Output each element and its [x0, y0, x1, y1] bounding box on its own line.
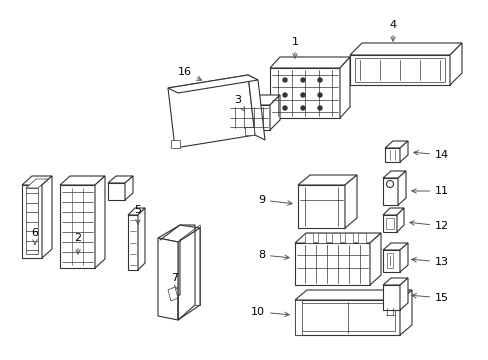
Polygon shape: [449, 43, 461, 85]
Text: 8: 8: [257, 250, 288, 260]
Polygon shape: [108, 183, 125, 200]
Circle shape: [317, 78, 321, 82]
Polygon shape: [349, 43, 461, 55]
Circle shape: [301, 106, 305, 110]
Polygon shape: [26, 179, 48, 188]
Polygon shape: [168, 287, 178, 301]
Polygon shape: [294, 300, 399, 335]
Text: 12: 12: [409, 221, 448, 231]
Text: 3: 3: [234, 95, 244, 111]
Text: 9: 9: [257, 195, 291, 205]
Text: 6: 6: [31, 228, 39, 244]
Polygon shape: [382, 285, 399, 310]
Polygon shape: [397, 171, 405, 205]
Polygon shape: [382, 171, 405, 178]
Polygon shape: [357, 233, 365, 243]
Polygon shape: [168, 75, 254, 148]
Polygon shape: [382, 208, 403, 215]
Polygon shape: [399, 243, 407, 272]
Polygon shape: [128, 215, 138, 270]
Circle shape: [386, 180, 393, 188]
Polygon shape: [163, 248, 182, 278]
Text: 4: 4: [388, 20, 396, 41]
Circle shape: [283, 106, 286, 110]
Polygon shape: [382, 243, 407, 250]
Polygon shape: [244, 127, 253, 135]
Polygon shape: [399, 278, 407, 310]
Polygon shape: [138, 208, 145, 270]
Polygon shape: [385, 218, 393, 229]
Polygon shape: [247, 75, 264, 140]
Polygon shape: [345, 175, 356, 228]
Polygon shape: [297, 185, 345, 228]
Polygon shape: [294, 290, 411, 300]
Polygon shape: [95, 176, 105, 268]
Text: 14: 14: [413, 150, 448, 160]
Polygon shape: [318, 233, 325, 243]
Polygon shape: [178, 228, 200, 320]
Polygon shape: [42, 176, 52, 258]
Polygon shape: [22, 176, 52, 185]
Polygon shape: [125, 176, 133, 200]
Text: 7: 7: [171, 273, 178, 289]
Polygon shape: [269, 57, 349, 68]
Polygon shape: [171, 140, 180, 148]
Text: 10: 10: [250, 307, 288, 317]
Polygon shape: [163, 263, 182, 293]
Polygon shape: [158, 238, 178, 320]
Polygon shape: [269, 95, 280, 130]
Polygon shape: [294, 243, 369, 285]
Polygon shape: [382, 250, 399, 272]
Text: 11: 11: [411, 186, 448, 196]
Polygon shape: [60, 185, 95, 268]
Circle shape: [283, 93, 286, 97]
Polygon shape: [369, 233, 380, 285]
Polygon shape: [158, 225, 200, 242]
Polygon shape: [168, 75, 258, 93]
Polygon shape: [384, 141, 407, 148]
Polygon shape: [227, 95, 280, 105]
Polygon shape: [339, 57, 349, 118]
Polygon shape: [294, 300, 302, 335]
Polygon shape: [305, 233, 312, 243]
Polygon shape: [108, 176, 133, 183]
Polygon shape: [349, 55, 449, 85]
Circle shape: [317, 106, 321, 110]
Polygon shape: [344, 233, 352, 243]
Polygon shape: [22, 185, 42, 258]
Polygon shape: [294, 233, 380, 243]
Polygon shape: [399, 141, 407, 162]
Polygon shape: [60, 176, 105, 185]
Polygon shape: [26, 188, 38, 254]
Polygon shape: [382, 215, 396, 232]
Text: 16: 16: [178, 67, 201, 80]
Polygon shape: [396, 208, 403, 232]
Text: 13: 13: [411, 257, 448, 267]
Polygon shape: [128, 208, 145, 215]
Polygon shape: [299, 303, 394, 331]
Text: 15: 15: [411, 293, 448, 303]
Polygon shape: [399, 290, 411, 335]
Circle shape: [301, 78, 305, 82]
Text: 5: 5: [134, 205, 141, 224]
Polygon shape: [382, 278, 407, 285]
Polygon shape: [297, 175, 356, 185]
Circle shape: [301, 93, 305, 97]
Polygon shape: [269, 68, 339, 118]
Text: 1: 1: [291, 37, 298, 58]
Polygon shape: [386, 253, 392, 268]
Polygon shape: [227, 105, 269, 130]
Polygon shape: [354, 58, 444, 82]
Circle shape: [317, 93, 321, 97]
Polygon shape: [382, 178, 397, 205]
Circle shape: [283, 78, 286, 82]
Polygon shape: [331, 233, 339, 243]
Polygon shape: [384, 148, 399, 162]
Text: 2: 2: [74, 233, 81, 254]
